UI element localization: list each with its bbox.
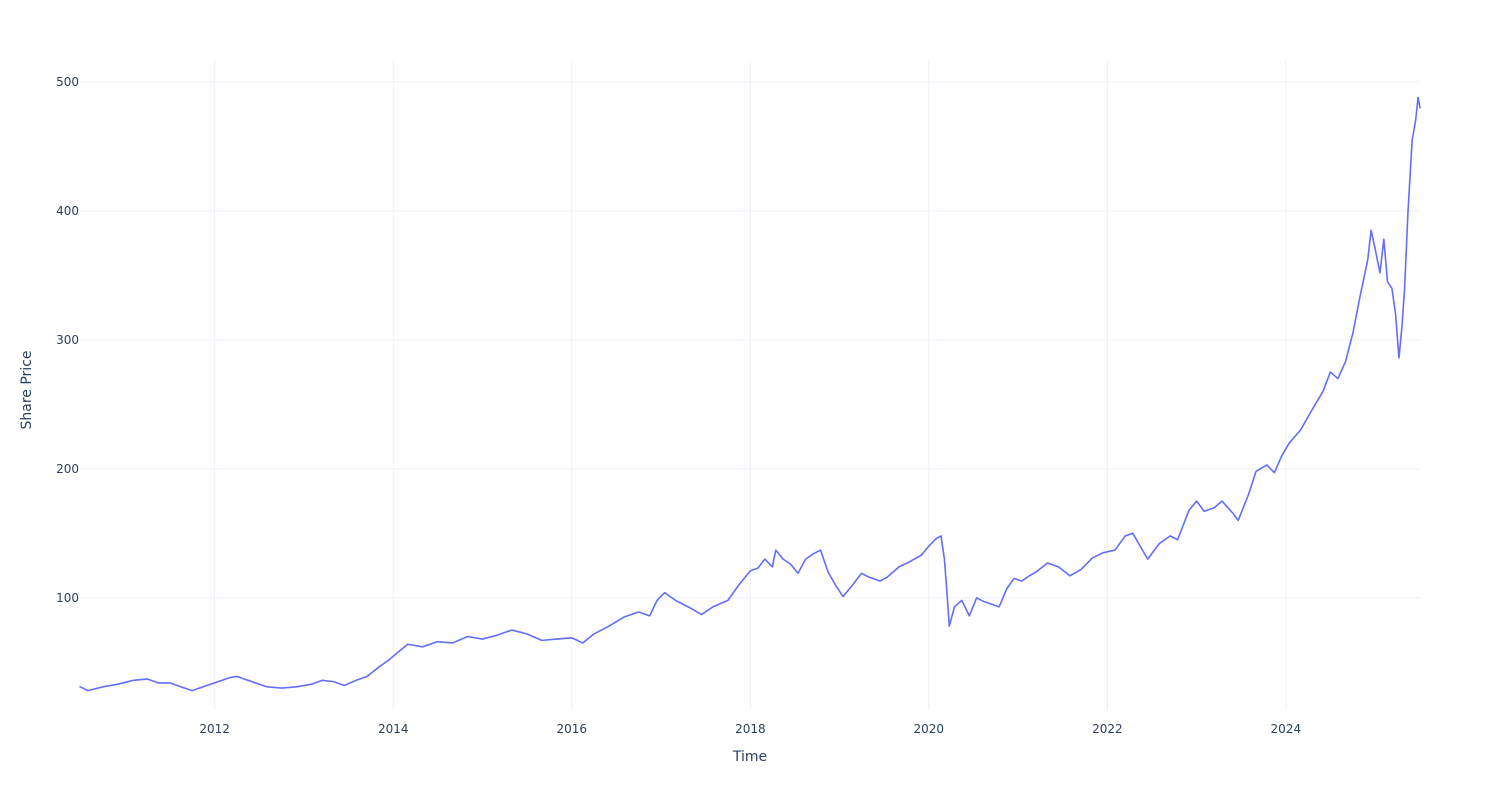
grid: [80, 60, 1420, 710]
y-tick-label: 400: [56, 204, 79, 218]
y-tick-label: 200: [56, 462, 79, 476]
series-line: [79, 96, 1421, 692]
x-tick-label: 2024: [1271, 722, 1302, 736]
x-tick-label: 2018: [735, 722, 766, 736]
x-axis-ticks: 2012 2014 2016 2018 2020 2022 2024: [199, 722, 1301, 736]
x-tick-label: 2014: [378, 722, 409, 736]
x-tick-label: 2022: [1092, 722, 1123, 736]
y-axis-title: Share Price: [19, 350, 35, 429]
x-tick-label: 2016: [556, 722, 587, 736]
x-tick-label: 2012: [199, 722, 230, 736]
x-tick-label: 2020: [913, 722, 944, 736]
series-layer: [79, 96, 1421, 692]
y-tick-label: 300: [56, 333, 79, 347]
y-tick-label: 500: [56, 75, 79, 89]
y-tick-label: 100: [56, 591, 79, 605]
x-axis-title: Time: [732, 749, 767, 765]
y-axis-ticks: 100 200 300 400 500: [56, 75, 79, 605]
